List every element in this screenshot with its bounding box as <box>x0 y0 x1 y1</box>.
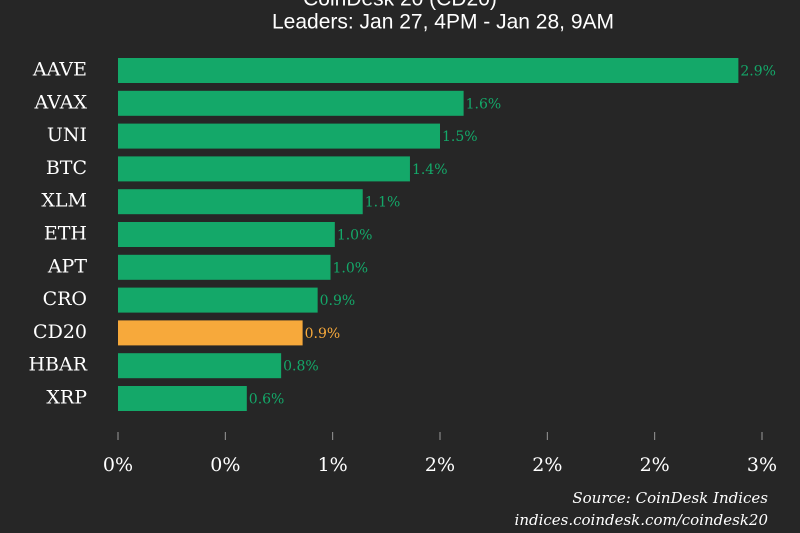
value-label: 1.0% <box>337 228 373 244</box>
y-tick-label: ETH <box>44 223 87 245</box>
x-tick-label: 2% <box>532 454 562 476</box>
value-label: 1.1% <box>365 195 401 211</box>
x-tick-label: 2% <box>425 454 455 476</box>
value-label: 0.6% <box>249 392 285 408</box>
value-label: 1.5% <box>442 129 478 145</box>
bar <box>118 386 247 411</box>
bar <box>118 189 363 215</box>
bar <box>118 123 440 149</box>
bar <box>118 287 318 313</box>
bar <box>118 222 335 247</box>
bar <box>118 58 739 83</box>
value-label: 0.8% <box>283 359 319 375</box>
value-label: 2.9% <box>740 64 776 80</box>
y-tick-label: APT <box>47 255 88 277</box>
value-label: 1.6% <box>466 96 502 112</box>
y-tick-label: AAVE <box>32 59 87 81</box>
value-label: 1.4% <box>412 162 448 178</box>
bar <box>118 254 331 280</box>
bar <box>118 90 464 116</box>
y-tick-label: BTC <box>46 157 87 179</box>
y-tick-label: CD20 <box>33 321 87 343</box>
x-tick-label: 0% <box>103 454 133 476</box>
chart-title: CoinDesk 20 (CD20) <box>303 0 497 11</box>
y-tick-label: XRP <box>46 387 87 409</box>
x-tick-label: 0% <box>210 454 240 476</box>
x-tick-label: 3% <box>747 454 777 476</box>
value-label: 0.9% <box>305 326 341 342</box>
source: Source: CoinDesk Indices <box>572 489 768 507</box>
bar <box>118 156 410 182</box>
x-tick-label: 1% <box>318 454 348 476</box>
y-tick-label: UNI <box>47 124 87 146</box>
bar <box>118 320 303 346</box>
value-label: 1.0% <box>333 260 369 276</box>
chart-subtitle: Leaders: Jan 27, 4PM - Jan 28, 9AM <box>272 11 614 34</box>
y-tick-label: XLM <box>41 190 87 212</box>
y-tick-label: HBAR <box>28 354 87 376</box>
value-label: 0.9% <box>320 293 356 309</box>
bar <box>118 353 282 379</box>
y-tick-label: AVAX <box>34 91 88 113</box>
x-tick-label: 2% <box>640 454 670 476</box>
y-tick-label: CRO <box>43 288 87 310</box>
source-url: indices.coindesk.com/coindesk20 <box>515 511 769 529</box>
